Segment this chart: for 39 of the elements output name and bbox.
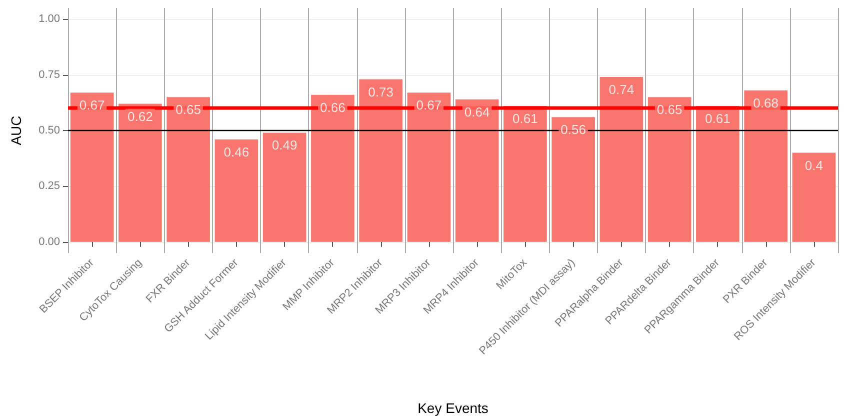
bar xyxy=(407,92,451,242)
data-label: 0.62 xyxy=(128,108,153,124)
bar xyxy=(792,152,836,242)
y-tick-label: 1.00 xyxy=(38,13,60,26)
bar xyxy=(70,92,114,242)
bar xyxy=(118,104,162,242)
data-label: 0.68 xyxy=(753,95,778,110)
bar xyxy=(359,79,402,242)
bar xyxy=(600,77,644,242)
data-label: 0.74 xyxy=(608,82,634,98)
x-axis-title: Key Events xyxy=(418,400,488,416)
data-label: 0.73 xyxy=(368,84,394,100)
data-label: 0.67 xyxy=(416,98,442,113)
y-tick-label: 0.00 xyxy=(38,236,60,248)
bar xyxy=(744,90,788,242)
bar xyxy=(504,106,547,242)
data-label: 0.64 xyxy=(464,104,490,120)
y-axis-title: AUC xyxy=(8,116,24,146)
y-tick-label: 0.75 xyxy=(38,68,60,81)
data-label: 0.49 xyxy=(272,138,298,153)
data-label: 0.65 xyxy=(176,102,201,118)
bar xyxy=(262,132,306,242)
bar xyxy=(311,94,354,242)
data-label: 0.66 xyxy=(320,100,346,115)
bar xyxy=(455,99,499,242)
data-label: 0.46 xyxy=(224,144,250,160)
bar xyxy=(696,106,740,242)
data-label: 0.61 xyxy=(705,111,730,126)
y-tick-label: 0.25 xyxy=(38,180,60,192)
data-label: 0.61 xyxy=(512,111,538,126)
bar xyxy=(552,117,595,242)
bar xyxy=(648,97,692,242)
bar xyxy=(214,139,258,242)
data-label: 0.67 xyxy=(79,98,105,113)
bar xyxy=(166,97,210,242)
data-label: 0.65 xyxy=(656,102,682,118)
data-label: 0.56 xyxy=(560,122,586,138)
data-label: 0.4 xyxy=(804,158,823,173)
y-tick-label: 0.50 xyxy=(38,124,60,136)
